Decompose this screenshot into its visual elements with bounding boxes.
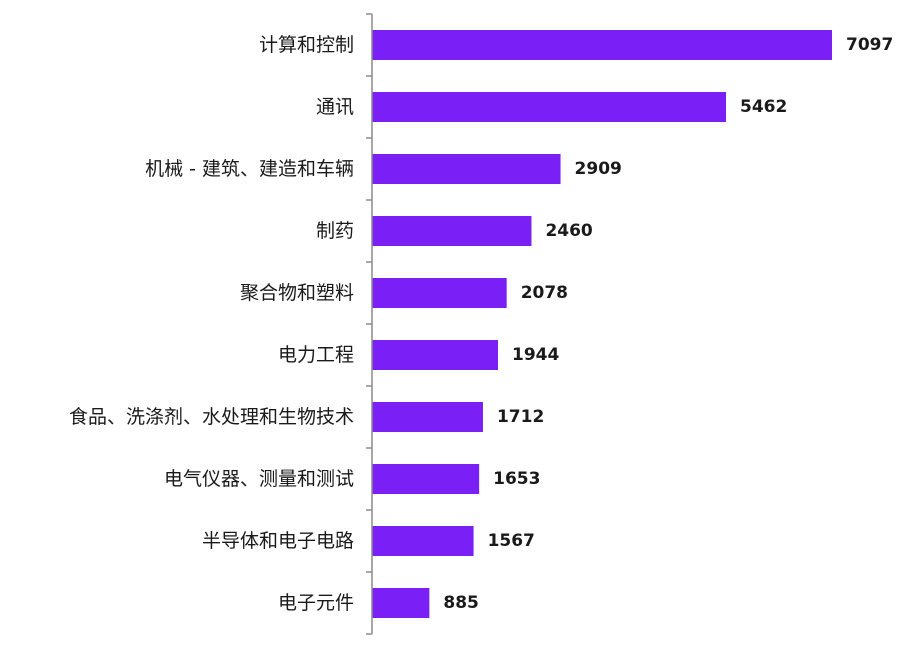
bar [372,402,483,432]
bar [372,92,727,122]
category-label: 聚合物和塑料 [240,282,354,304]
labels-layer: 计算和控制 7097 通讯 5462 机械 - 建筑、建造和车辆 2909 制药 2460 聚合… [69,34,893,614]
bar [372,340,499,370]
bar [372,464,480,494]
axis-layer [366,13,373,635]
bar [372,588,430,618]
category-label: 电气仪器、测量和测试 [164,468,354,490]
bar [372,154,561,184]
bar [372,278,507,308]
data-label: 2460 [545,221,592,241]
data-label: 885 [443,593,479,613]
category-label: 电子元件 [278,592,354,614]
category-label: 计算和控制 [259,34,354,56]
category-label: 食品、洗涤剂、水处理和生物技术 [69,406,354,428]
data-label: 1712 [497,407,544,427]
bar [372,526,474,556]
category-label: 半导体和电子电路 [202,530,354,552]
category-label: 通讯 [316,96,354,118]
category-label: 制药 [316,220,354,242]
category-label: 机械 - 建筑、建造和车辆 [145,158,354,180]
data-label: 2078 [521,283,568,303]
bar [372,30,832,60]
data-label: 5462 [740,97,787,117]
category-label: 电力工程 [278,344,354,366]
bar [372,216,532,246]
data-label: 7097 [846,35,893,55]
data-label: 1653 [493,469,540,489]
data-label: 1944 [512,345,559,365]
data-label: 1567 [488,531,535,551]
bars-layer [372,30,832,618]
data-label: 2909 [575,159,622,179]
